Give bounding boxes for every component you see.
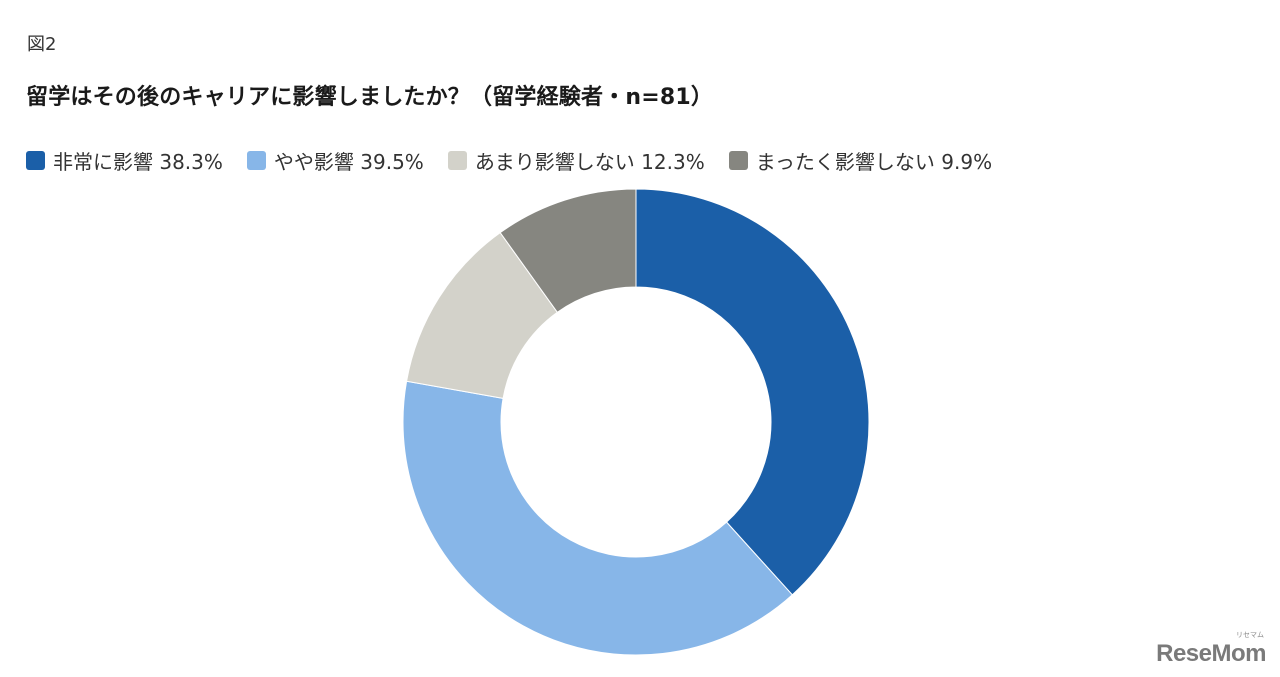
legend-label: やや影響 39.5%: [273, 150, 424, 174]
legend-label: まったく影響しない 9.9%: [755, 150, 993, 174]
legend-item-not-much: あまり影響しない 12.3%: [447, 146, 705, 175]
chart-title: 留学はその後のキャリアに影響しましたか？（留学経験者・n=81）: [26, 85, 714, 110]
legend-item-somewhat: やや影響 39.5%: [246, 146, 424, 175]
watermark-logo: ReseMom: [1156, 640, 1266, 667]
legend-swatch: [26, 151, 45, 170]
donut-slice: [499, 188, 637, 313]
donut-slices: [402, 188, 870, 656]
legend-item-not-at-all: まったく影響しない 9.9%: [728, 146, 993, 175]
legend-label: あまり影響しない 12.3%: [474, 150, 705, 174]
donut-slice: [402, 380, 793, 656]
legend-label: 非常に影響 38.3%: [53, 150, 223, 174]
legend-swatch: [246, 151, 266, 170]
legend-swatch: [728, 151, 748, 170]
watermark-sub: リセマム: [1236, 631, 1264, 639]
legend: 非常に影響 38.3% やや影響 39.5% あまり影響しない 12.3% まっ…: [26, 146, 1016, 175]
donut-slice: [635, 188, 870, 596]
figure-label: 図2: [27, 34, 57, 55]
legend-item-very-much: 非常に影響 38.3%: [26, 146, 223, 175]
legend-swatch: [447, 151, 467, 170]
